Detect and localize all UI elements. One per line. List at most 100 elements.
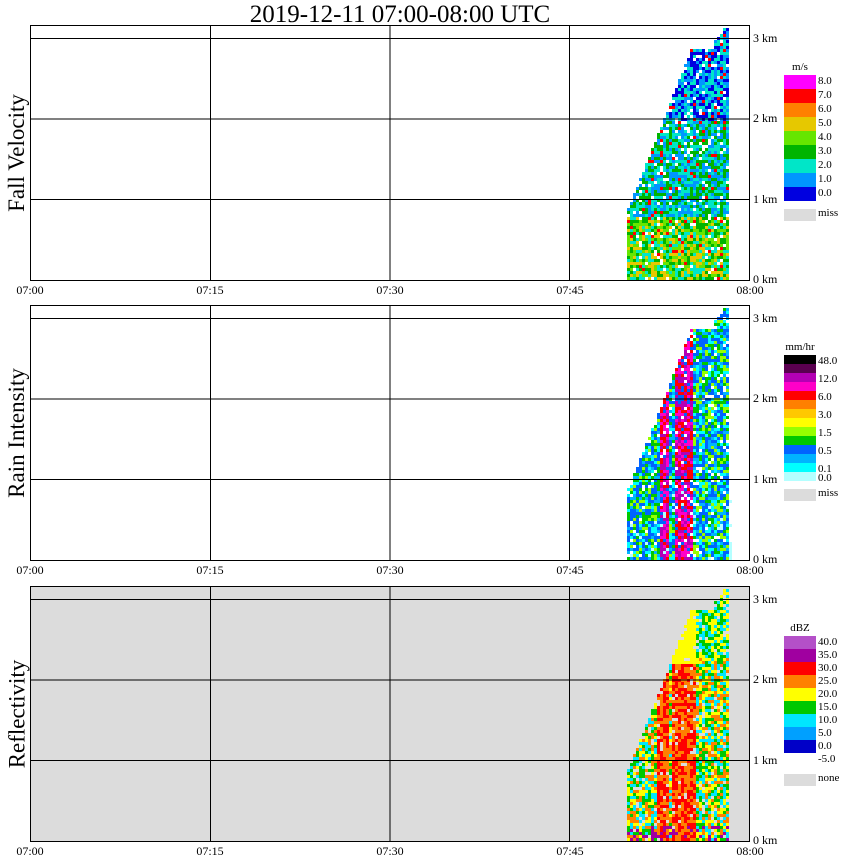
echo-cell xyxy=(675,832,678,835)
echo-cell xyxy=(717,190,720,193)
echo-cell xyxy=(714,464,717,467)
echo-cell xyxy=(717,509,720,512)
echo-cell xyxy=(669,554,672,557)
echo-cell xyxy=(726,169,729,172)
echo-cell xyxy=(639,205,642,208)
echo-cell xyxy=(648,536,651,539)
echo-cell xyxy=(708,437,711,440)
echo-cell xyxy=(672,784,675,787)
drizzle-cell xyxy=(651,548,654,551)
echo-cell xyxy=(651,751,654,754)
echo-cell xyxy=(705,94,708,97)
echo-cell xyxy=(648,515,651,518)
echo-cell xyxy=(681,530,684,533)
echo-cell xyxy=(681,425,684,428)
echo-cell xyxy=(663,491,666,494)
echo-cell xyxy=(693,274,696,277)
echo-cell xyxy=(684,757,687,760)
echo-cell xyxy=(720,181,723,184)
echo-cell xyxy=(711,380,714,383)
echo-cell xyxy=(708,371,711,374)
echo-cell xyxy=(684,751,687,754)
echo-cell xyxy=(687,527,690,530)
echo-cell xyxy=(663,274,666,277)
echo-cell xyxy=(636,751,639,754)
echo-cell xyxy=(714,139,717,142)
echo-cell xyxy=(672,772,675,775)
echo-cell xyxy=(663,202,666,205)
echo-cell xyxy=(681,524,684,527)
echo-cell xyxy=(723,395,726,398)
echo-cell xyxy=(636,784,639,787)
echo-cell xyxy=(684,467,687,470)
echo-cell xyxy=(702,353,705,356)
echo-cell xyxy=(651,718,654,721)
echo-cell xyxy=(705,115,708,118)
echo-cell xyxy=(672,838,675,841)
echo-cell xyxy=(696,545,699,548)
echo-cell xyxy=(696,392,699,395)
echo-cell xyxy=(657,718,660,721)
echo-cell xyxy=(681,745,684,748)
echo-cell xyxy=(645,769,648,772)
echo-cell xyxy=(630,509,633,512)
echo-cell xyxy=(723,76,726,79)
echo-cell xyxy=(681,196,684,199)
echo-cell xyxy=(675,721,678,724)
echo-cell xyxy=(714,452,717,455)
echo-cell xyxy=(711,91,714,94)
echo-cell xyxy=(660,488,663,491)
echo-cell xyxy=(630,817,633,820)
echo-cell xyxy=(720,452,723,455)
echo-cell xyxy=(711,76,714,79)
echo-cell xyxy=(672,464,675,467)
echo-cell xyxy=(648,461,651,464)
echo-cell xyxy=(696,401,699,404)
echo-cell xyxy=(684,817,687,820)
echo-cell xyxy=(654,166,657,169)
echo-cell xyxy=(669,751,672,754)
echo-cell xyxy=(666,395,669,398)
echo-cell xyxy=(672,247,675,250)
echo-cell xyxy=(657,709,660,712)
echo-cell xyxy=(690,172,693,175)
echo-cell xyxy=(675,416,678,419)
echo-cell xyxy=(669,530,672,533)
echo-cell xyxy=(699,190,702,193)
echo-cell xyxy=(678,244,681,247)
echo-cell xyxy=(693,199,696,202)
echo-cell xyxy=(666,127,669,130)
echo-cell xyxy=(702,256,705,259)
echo-cell xyxy=(696,527,699,530)
echo-cell xyxy=(681,473,684,476)
echo-cell xyxy=(660,175,663,178)
echo-cell xyxy=(654,256,657,259)
echo-cell xyxy=(639,461,642,464)
echo-cell xyxy=(666,515,669,518)
echo-cell xyxy=(636,241,639,244)
echo-cell xyxy=(699,100,702,103)
echo-cell xyxy=(663,244,666,247)
echo-cell xyxy=(651,835,654,838)
echo-cell xyxy=(666,208,669,211)
echo-cell xyxy=(723,467,726,470)
echo-cell xyxy=(684,527,687,530)
echo-cell xyxy=(672,542,675,545)
echo-cell xyxy=(678,190,681,193)
echo-cell xyxy=(636,205,639,208)
echo-cell xyxy=(723,542,726,545)
echo-cell xyxy=(663,190,666,193)
echo-cell xyxy=(711,109,714,112)
echo-cell xyxy=(681,760,684,763)
echo-cell xyxy=(666,494,669,497)
echo-cell xyxy=(636,223,639,226)
echo-cell xyxy=(666,769,669,772)
echo-cell xyxy=(723,31,726,34)
echo-cell xyxy=(690,509,693,512)
echo-cell xyxy=(669,724,672,727)
echo-cell xyxy=(678,109,681,112)
echo-cell xyxy=(681,542,684,545)
echo-cell xyxy=(639,826,642,829)
echo-cell xyxy=(672,661,675,664)
echo-cell xyxy=(717,121,720,124)
